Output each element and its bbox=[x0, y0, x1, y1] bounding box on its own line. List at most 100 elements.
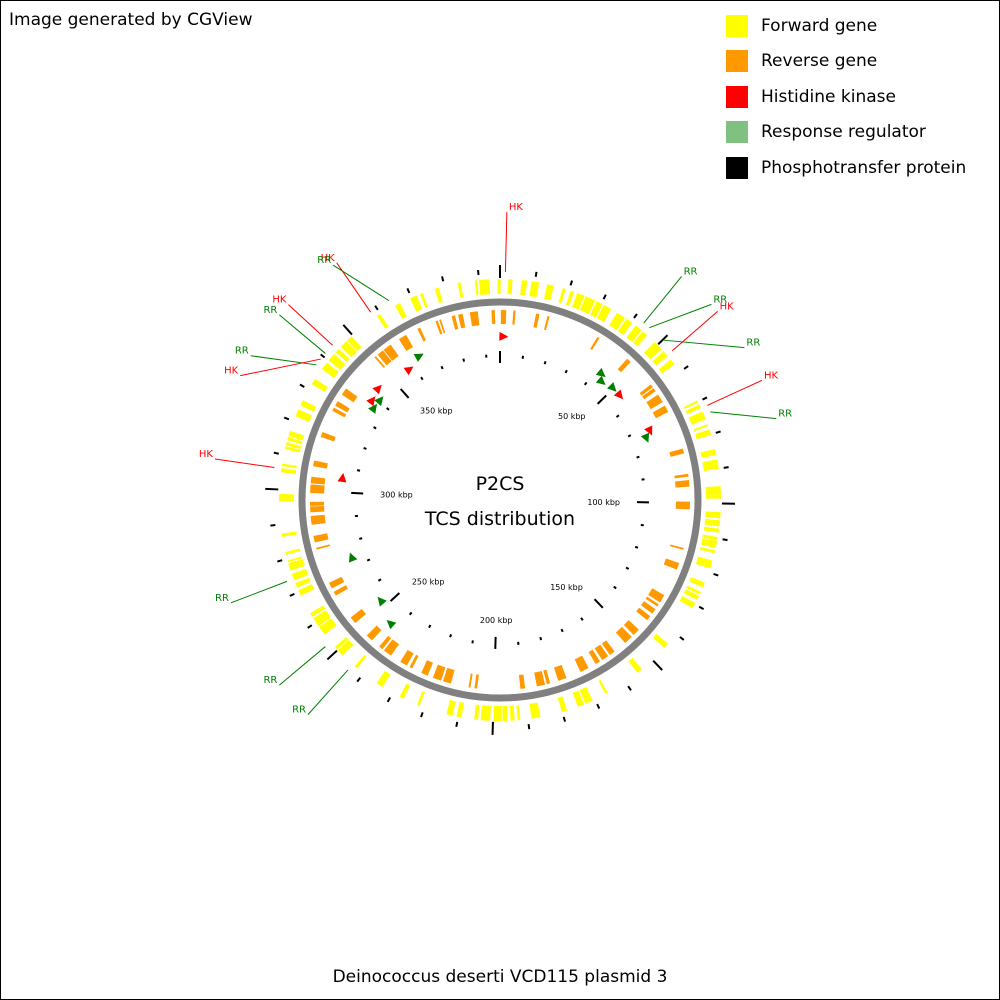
response-regulator-marker bbox=[374, 396, 384, 407]
reverse-gene bbox=[533, 313, 540, 328]
reverse-gene bbox=[469, 311, 480, 327]
forward-gene bbox=[493, 705, 502, 721]
forward-gene bbox=[633, 331, 648, 347]
inner-tick bbox=[543, 360, 547, 365]
forward-gene bbox=[596, 304, 612, 323]
forward-gene bbox=[295, 577, 311, 588]
forward-gene bbox=[288, 430, 305, 441]
outer-tick bbox=[386, 697, 391, 703]
forward-gene bbox=[679, 596, 696, 609]
inner-tick bbox=[580, 617, 584, 621]
forward-gene bbox=[399, 683, 411, 699]
response-regulator-marker bbox=[368, 403, 377, 414]
forward-gene bbox=[300, 400, 317, 412]
reverse-gene bbox=[310, 505, 325, 513]
callout-line bbox=[240, 358, 321, 377]
forward-gene bbox=[377, 314, 389, 329]
outer-tick bbox=[374, 305, 379, 311]
inner-tick bbox=[615, 414, 620, 418]
forward-gene bbox=[598, 679, 608, 695]
inner-tick bbox=[596, 394, 607, 405]
legend-item-forward-gene: Forward gene bbox=[726, 8, 966, 44]
inner-tick bbox=[366, 558, 371, 562]
forward-gene bbox=[416, 690, 426, 706]
reverse-gene bbox=[400, 649, 414, 666]
reverse-gene bbox=[639, 384, 653, 396]
reverse-gene bbox=[443, 667, 455, 684]
callout-line bbox=[250, 355, 317, 366]
reverse-gene bbox=[652, 405, 669, 419]
inner-tick bbox=[449, 634, 453, 638]
forward-gene bbox=[557, 696, 568, 713]
reverse-gene bbox=[333, 585, 348, 596]
inner-tick bbox=[471, 640, 474, 644]
tick-label: 300 kbp bbox=[380, 490, 413, 499]
outer-tick bbox=[455, 721, 459, 728]
outer-tick bbox=[420, 712, 424, 718]
inner-tick-marks bbox=[351, 351, 649, 649]
reverse-gene bbox=[642, 388, 656, 400]
inner-tick bbox=[636, 455, 640, 459]
outer-tick bbox=[569, 280, 574, 286]
reverse-gene bbox=[316, 544, 331, 550]
outer-tick bbox=[702, 396, 708, 401]
rr-callout-label: RR bbox=[778, 409, 792, 420]
tick-label: 250 kbp bbox=[412, 577, 445, 586]
forward-gene bbox=[686, 585, 701, 595]
reverse-gene bbox=[468, 673, 473, 688]
forward-gene bbox=[659, 359, 675, 374]
forward-gene bbox=[705, 486, 721, 496]
forward-gene bbox=[705, 511, 721, 519]
reverse-gene-track bbox=[310, 310, 690, 689]
reverse-gene bbox=[623, 620, 639, 635]
histidine-kinase-marker bbox=[499, 331, 509, 341]
forward-gene bbox=[572, 292, 585, 310]
forward-gene bbox=[340, 341, 357, 358]
forward-gene bbox=[529, 281, 540, 298]
callout-line bbox=[332, 264, 390, 302]
forward-gene-track bbox=[278, 278, 721, 721]
forward-gene bbox=[520, 280, 528, 296]
reverse-gene bbox=[310, 484, 325, 494]
outer-tick bbox=[715, 430, 721, 434]
legend-label: Reverse gene bbox=[761, 51, 878, 72]
inner-tick bbox=[377, 578, 382, 582]
callout-line bbox=[707, 379, 763, 406]
reverse-gene bbox=[645, 596, 659, 607]
tick-label: 50 kbp bbox=[558, 412, 586, 421]
forward-gene bbox=[652, 351, 668, 366]
forward-gene bbox=[285, 442, 302, 450]
inner-tick bbox=[583, 381, 588, 386]
forward-gene bbox=[376, 670, 391, 688]
inner-tick bbox=[389, 592, 401, 602]
inner-tick bbox=[359, 537, 363, 540]
outer-tick bbox=[534, 271, 538, 277]
inner-tick bbox=[593, 598, 604, 609]
histidine-kinase-marker bbox=[644, 425, 653, 436]
forward-gene bbox=[544, 284, 554, 301]
inner-tick bbox=[560, 628, 564, 633]
inner-tick bbox=[440, 365, 444, 370]
hk-callout-label: HK bbox=[509, 202, 524, 213]
inner-tick bbox=[420, 376, 424, 381]
forward-gene bbox=[590, 301, 603, 318]
legend-swatch bbox=[726, 50, 748, 73]
inner-tick bbox=[462, 358, 466, 362]
outer-tick bbox=[713, 572, 719, 577]
callout-line bbox=[279, 314, 326, 354]
response-regulator-marker bbox=[595, 367, 606, 378]
rr-callout-label: RR bbox=[317, 255, 331, 266]
histidine-kinase-marker bbox=[403, 366, 414, 376]
outer-tick-marks bbox=[265, 265, 735, 735]
inner-tick bbox=[386, 407, 390, 411]
forward-gene bbox=[699, 547, 716, 554]
reverse-gene bbox=[636, 607, 651, 621]
forward-gene bbox=[288, 559, 305, 571]
legend-item-reverse-gene: Reverse gene bbox=[726, 44, 966, 80]
forward-gene bbox=[700, 449, 717, 459]
forward-gene bbox=[693, 424, 709, 432]
reverse-gene bbox=[310, 514, 326, 525]
reverse-gene bbox=[332, 407, 347, 418]
legend-label: Forward gene bbox=[761, 15, 878, 36]
